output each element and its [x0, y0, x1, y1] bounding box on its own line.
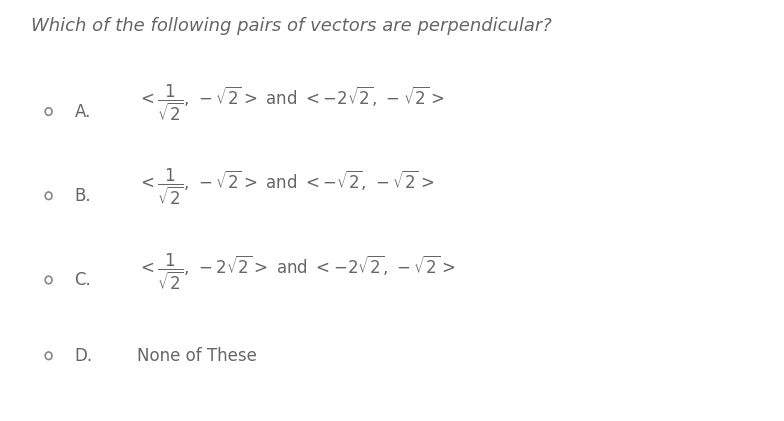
Text: None of These: None of These [137, 347, 257, 365]
Text: $< \dfrac{1}{\sqrt{2}},\, -2\sqrt{2} >$ and $< -2\sqrt{2},\, -\sqrt{2} >$: $< \dfrac{1}{\sqrt{2}},\, -2\sqrt{2} >$ … [137, 251, 456, 292]
Text: Which of the following pairs of vectors are perpendicular?: Which of the following pairs of vectors … [31, 17, 552, 35]
Text: $< \dfrac{1}{\sqrt{2}},\, -\sqrt{2} >$ and $< -2\sqrt{2},\, -\sqrt{2} >$: $< \dfrac{1}{\sqrt{2}},\, -\sqrt{2} >$ a… [137, 83, 445, 123]
Text: B.: B. [74, 187, 91, 205]
Text: D.: D. [74, 347, 93, 365]
Text: $< \dfrac{1}{\sqrt{2}},\, -\sqrt{2} >$ and $< -\sqrt{2},\, -\sqrt{2} >$: $< \dfrac{1}{\sqrt{2}},\, -\sqrt{2} >$ a… [137, 167, 434, 208]
Text: C.: C. [74, 271, 91, 289]
Text: A.: A. [74, 103, 91, 120]
